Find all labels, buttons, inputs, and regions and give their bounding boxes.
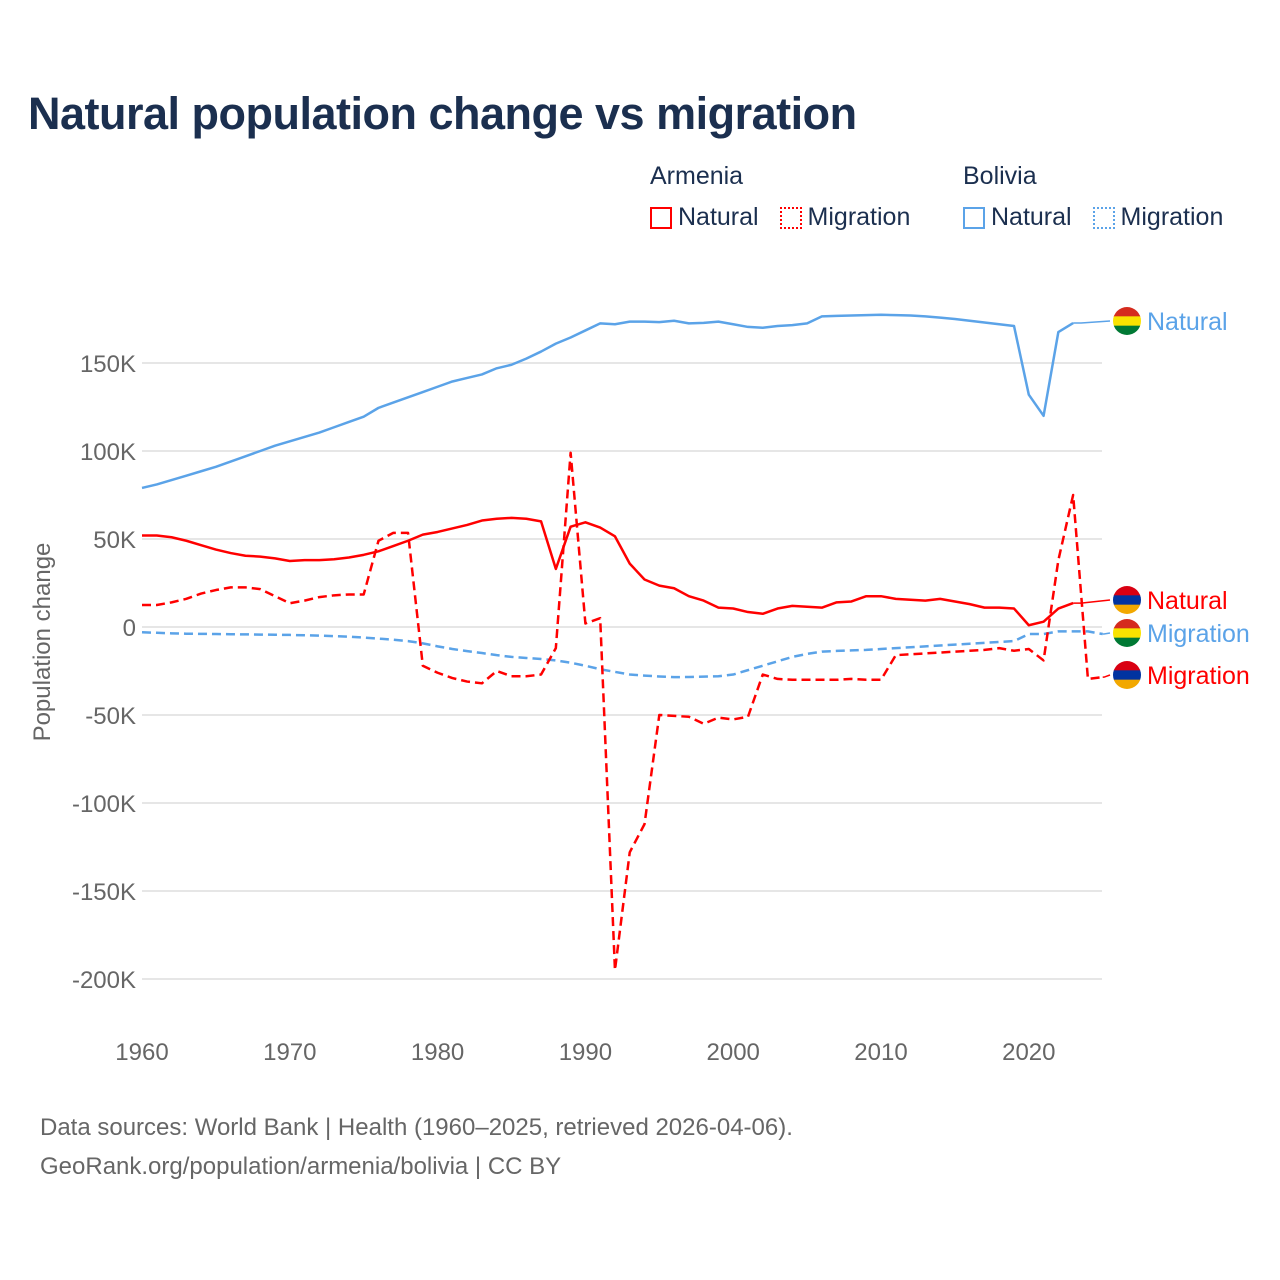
bolivia-migration-line: [141, 630, 1103, 679]
y-tick-label: 100K: [80, 439, 136, 466]
x-tick-label: 1970: [263, 1039, 316, 1066]
flag-stripe: [1113, 628, 1141, 639]
x-tick-label: 1990: [559, 1039, 612, 1066]
armenia-flag-icon: [1113, 586, 1141, 614]
solid-swatch-icon: [963, 206, 985, 229]
armenia-migration-end-label: Migration: [1147, 662, 1250, 690]
x-tick-label: 1960: [115, 1039, 168, 1066]
legend-label: Migration: [807, 203, 911, 231]
legend-label: Natural: [678, 203, 759, 231]
y-tick-label: 150K: [80, 351, 136, 378]
armenia-natural-line: [142, 516, 1074, 627]
armenia-natural-connector: [1073, 599, 1111, 604]
x-tick-label: 2010: [854, 1039, 907, 1066]
y-tick-label: -200K: [72, 967, 136, 994]
legend-armenia-migration[interactable]: Migration: [779, 203, 911, 232]
footer: Data sources: World Bank | Health (1960–…: [40, 1108, 793, 1186]
armenia-migration-line: [142, 451, 1103, 972]
flag-stripe: [1113, 604, 1141, 614]
flag-stripe: [1113, 670, 1141, 681]
attribution-link[interactable]: GeoRank.org/population/armenia/bolivia |…: [40, 1153, 562, 1180]
legend-armenia-natural[interactable]: Natural: [650, 203, 759, 232]
armenia-flag-icon: [1113, 661, 1141, 689]
chart-title: Natural population change vs migration: [28, 88, 857, 139]
legend-group-label: Bolivia: [963, 162, 1037, 190]
bolivia-migration-connector: [1102, 632, 1111, 635]
legend-label: Natural: [991, 203, 1072, 231]
armenia-natural-end-label: Natural: [1147, 587, 1228, 615]
dotted-swatch-icon: [1092, 206, 1115, 229]
flag-stripe: [1113, 307, 1141, 317]
legend-group-label: Armenia: [650, 162, 744, 190]
bolivia-migration-end-label: Migration: [1147, 620, 1250, 648]
legend-bolivia-natural[interactable]: Natural: [963, 203, 1072, 232]
flag-stripe: [1113, 586, 1141, 596]
solid-swatch-icon: [650, 206, 672, 229]
y-tick-label: 0: [123, 615, 136, 642]
y-axis-label: Population change: [29, 543, 56, 742]
flag-stripe: [1113, 595, 1141, 606]
bolivia-flag-icon: [1113, 307, 1141, 335]
armenia-migration-connector: [1102, 674, 1111, 678]
dotted-swatch-icon: [779, 206, 802, 229]
y-tick-label: -50K: [85, 703, 136, 730]
legend-armenia: Armenia Natural Migration: [650, 162, 924, 236]
y-tick-label: 50K: [93, 527, 136, 554]
x-tick-label: 1980: [411, 1039, 464, 1066]
flag-stripe: [1113, 316, 1141, 327]
x-tick-label: 2000: [707, 1039, 760, 1066]
flag-stripe: [1113, 661, 1141, 671]
x-tick-label: 2020: [1002, 1039, 1055, 1066]
bolivia-flag-icon: [1113, 619, 1141, 647]
y-tick-label: -100K: [72, 791, 136, 818]
bolivia-natural-line: [141, 313, 1074, 490]
y-tick-label: -150K: [72, 879, 136, 906]
flag-stripe: [1113, 637, 1141, 647]
legend-bolivia: Bolivia Natural Migration: [963, 162, 1223, 236]
legend-bolivia-migration[interactable]: Migration: [1092, 203, 1224, 232]
data-source-note: Data sources: World Bank | Health (1960–…: [40, 1114, 793, 1141]
legend-label: Migration: [1120, 203, 1224, 231]
flag-stripe: [1113, 619, 1141, 629]
flag-stripe: [1113, 325, 1141, 335]
bolivia-natural-connector: [1073, 320, 1111, 324]
flag-stripe: [1113, 679, 1141, 689]
bolivia-natural-end-label: Natural: [1147, 308, 1228, 336]
